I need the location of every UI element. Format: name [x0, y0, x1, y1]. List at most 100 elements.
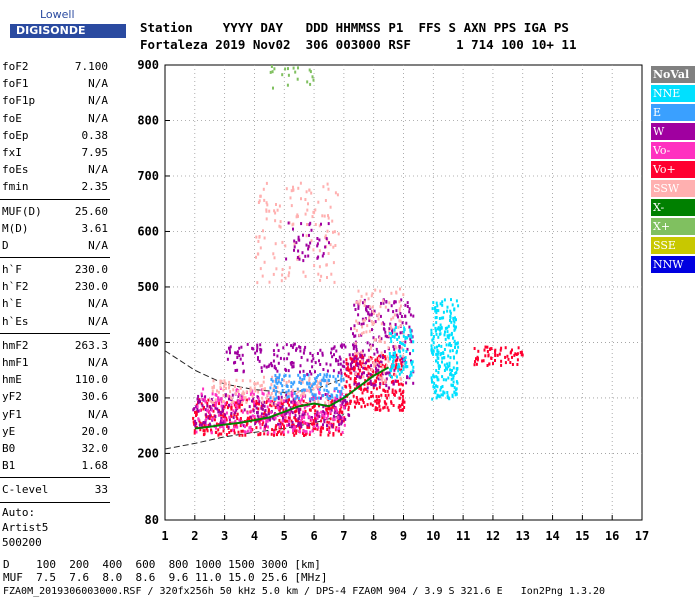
- echo-point: [319, 348, 322, 352]
- echo-point: [238, 405, 241, 409]
- echo-point: [353, 345, 355, 349]
- echo-point: [272, 252, 275, 256]
- echo-point: [363, 353, 366, 357]
- param-label: M(D): [2, 221, 29, 235]
- echo-point: [378, 385, 381, 389]
- echo-point: [257, 416, 260, 420]
- echo-point: [279, 422, 282, 426]
- echo-point: [454, 342, 457, 346]
- echo-point: [221, 409, 224, 413]
- echo-point: [265, 420, 268, 424]
- echo-point: [395, 390, 398, 394]
- echo-point: [241, 379, 244, 383]
- param-label: yF1: [2, 407, 22, 421]
- echo-point: [455, 325, 457, 329]
- echo-point: [340, 405, 343, 409]
- echo-point: [292, 227, 294, 231]
- echo-point: [366, 403, 369, 407]
- echo-point: [302, 270, 305, 274]
- echo-point: [259, 194, 262, 198]
- echo-point: [255, 402, 258, 406]
- echo-point: [367, 297, 370, 301]
- echo-point: [288, 413, 291, 417]
- header-row-2: Fortaleza 2019 Nov02 306 003000 RSF 1 71…: [140, 37, 577, 52]
- echo-point: [259, 422, 261, 426]
- echo-point: [258, 359, 261, 363]
- echo-point: [225, 433, 228, 436]
- echo-point: [249, 429, 252, 433]
- echo-point: [267, 425, 269, 429]
- echo-point: [322, 376, 325, 380]
- echo-point: [430, 328, 433, 332]
- echo-point: [339, 403, 342, 407]
- echo-point: [341, 386, 344, 390]
- echo-point: [435, 321, 438, 325]
- echo-point: [312, 357, 315, 361]
- echo-point: [386, 371, 389, 375]
- echo-point: [274, 389, 277, 393]
- echo-point: [236, 356, 239, 359]
- echo-point: [386, 355, 389, 359]
- echo-point: [340, 371, 343, 375]
- x-tick-label: 11: [456, 529, 470, 543]
- echo-point: [398, 344, 401, 348]
- echo-point: [354, 376, 356, 380]
- echo-point: [278, 376, 280, 380]
- echo-point: [363, 366, 366, 370]
- echo-point: [230, 407, 233, 411]
- echo-point: [343, 416, 346, 420]
- echo-point: [309, 241, 312, 245]
- echo-point: [410, 340, 413, 344]
- echo-point: [295, 395, 298, 398]
- echo-point: [455, 387, 458, 391]
- echo-point: [378, 312, 381, 316]
- echo-point: [394, 359, 397, 363]
- echo-point: [212, 379, 215, 383]
- echo-point: [399, 404, 402, 408]
- echo-point: [292, 222, 295, 226]
- echo-point: [385, 300, 388, 303]
- echo-point: [279, 356, 282, 360]
- echo-point: [401, 360, 404, 364]
- echo-point: [452, 318, 455, 322]
- echo-point: [397, 382, 400, 386]
- echo-point: [301, 413, 304, 417]
- echo-point: [240, 345, 243, 349]
- echo-point: [342, 399, 345, 403]
- echo-point: [347, 408, 350, 412]
- echo-point: [389, 354, 392, 358]
- echo-point: [372, 382, 375, 386]
- echo-point: [291, 361, 293, 364]
- echo-point: [315, 413, 318, 417]
- legend-entry: Vo+: [651, 161, 695, 178]
- echo-point: [455, 392, 458, 396]
- echo-point: [399, 341, 402, 344]
- x-tick-label: 7: [340, 529, 347, 543]
- echo-point: [412, 349, 415, 353]
- echo-point: [363, 382, 366, 386]
- echo-point: [341, 419, 344, 423]
- echo-point: [312, 382, 315, 386]
- echo-point: [391, 388, 394, 392]
- echo-point: [391, 335, 394, 338]
- echo-point: [334, 191, 337, 195]
- echo-point: [451, 303, 454, 307]
- echo-point: [399, 350, 401, 354]
- echo-point: [353, 382, 356, 386]
- echo-point: [387, 393, 390, 397]
- echo-point: [319, 396, 322, 400]
- echo-point: [390, 355, 393, 359]
- echo-point: [366, 374, 369, 377]
- echo-point: [263, 400, 265, 404]
- echo-point: [368, 365, 371, 369]
- echo-point: [409, 313, 412, 317]
- echo-point: [390, 291, 393, 295]
- echo-point: [384, 401, 387, 405]
- param-row: h`E N/A: [0, 295, 112, 312]
- echo-point: [279, 381, 282, 385]
- echo-point: [299, 422, 302, 426]
- echo-point: [309, 386, 312, 390]
- echo-point: [278, 424, 281, 428]
- echo-point: [356, 382, 359, 386]
